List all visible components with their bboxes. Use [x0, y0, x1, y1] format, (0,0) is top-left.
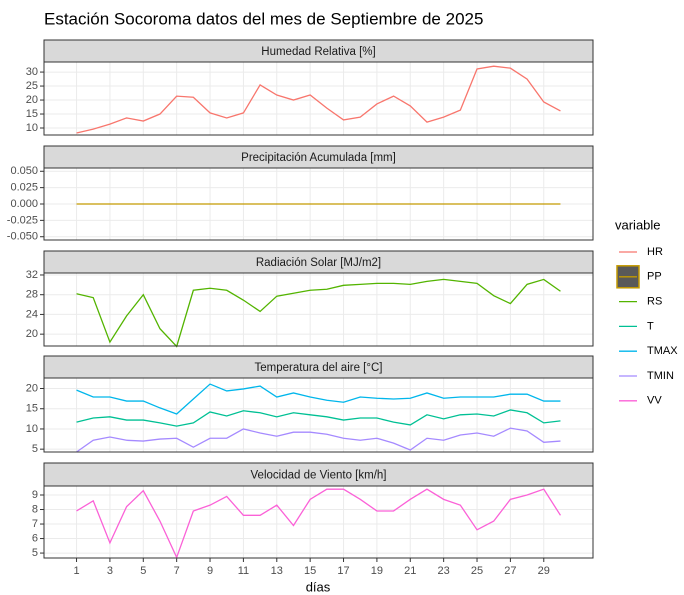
- y-tick-label: 20: [26, 328, 38, 340]
- x-tick-label: 23: [438, 565, 450, 577]
- y-tick-label: 25: [26, 80, 38, 92]
- panel-border: [43, 272, 594, 347]
- x-tick-label: 13: [271, 565, 283, 577]
- y-tick-label: 7: [32, 518, 38, 530]
- x-axis-label: días: [306, 579, 331, 594]
- x-tick-label: 7: [174, 565, 180, 577]
- panel-background: [44, 62, 593, 135]
- y-tick-label: 0.050: [10, 165, 38, 177]
- legend-label: RS: [647, 296, 662, 308]
- strip-label: Radiación Solar [MJ/m2]: [256, 257, 381, 269]
- panel-border: [43, 167, 594, 241]
- y-tick-label: 0.000: [10, 198, 38, 210]
- panel-background: [44, 378, 593, 452]
- y-tick-label: 5: [32, 547, 38, 559]
- line: [76, 488, 562, 560]
- y-tick-label: 5: [32, 443, 38, 455]
- x-tick-label: 9: [207, 565, 213, 577]
- line: [76, 65, 561, 134]
- y-tick-label: 8: [32, 503, 38, 515]
- x-tick-label: 19: [371, 565, 383, 577]
- y-tick-label: 20: [26, 382, 38, 394]
- y-tick-label: 20: [26, 94, 38, 106]
- y-tick-label: 15: [26, 108, 38, 120]
- legend-title: variable: [615, 217, 661, 232]
- x-tick-label: 1: [73, 565, 79, 577]
- y-tick-label: 0.025: [10, 182, 38, 194]
- legend-label: HR: [647, 246, 663, 258]
- legend-label: T: [647, 320, 654, 332]
- strip-label: Humedad Relativa [%]: [261, 46, 375, 58]
- y-tick-label: 28: [26, 289, 38, 301]
- strip-label: Precipitación Acumulada [mm]: [241, 152, 396, 164]
- strip-label: Temperatura del aire [°C]: [255, 362, 383, 374]
- panel-border: [43, 377, 594, 453]
- line: [76, 383, 561, 415]
- panel-border: [43, 485, 594, 559]
- x-tick-label: 27: [504, 565, 516, 577]
- y-tick-label: 6: [32, 532, 38, 544]
- x-tick-label: 11: [238, 565, 249, 577]
- x-tick-label: 3: [107, 565, 113, 577]
- x-tick-label: 21: [404, 565, 416, 577]
- y-tick-label: 15: [26, 403, 38, 415]
- line: [76, 278, 561, 348]
- y-tick-label: 9: [32, 489, 38, 501]
- panel-border: [43, 61, 594, 136]
- x-tick-label: 29: [538, 565, 550, 577]
- legend-label: TMIN: [647, 370, 674, 382]
- y-tick-label: 24: [26, 308, 38, 320]
- y-tick-label: 30: [26, 66, 38, 78]
- y-tick-label: -0.050: [7, 231, 38, 243]
- legend-label: VV: [647, 395, 662, 407]
- x-tick-label: 25: [471, 565, 483, 577]
- y-tick-label: 10: [26, 423, 38, 435]
- x-tick-label: 5: [140, 565, 146, 577]
- y-tick-label: 32: [26, 269, 38, 281]
- y-tick-label: -0.025: [7, 214, 38, 226]
- line: [76, 427, 561, 453]
- strip-label: Velocidad de Viento [km/h]: [251, 470, 387, 482]
- x-tick-label: 15: [304, 565, 316, 577]
- y-tick-label: 10: [26, 122, 38, 134]
- legend-label: TMAX: [647, 345, 678, 357]
- line: [76, 409, 561, 427]
- chart-title: Estación Socoroma datos del mes de Septi…: [44, 9, 483, 28]
- legend-label: PP: [647, 271, 662, 283]
- x-tick-label: 17: [337, 565, 349, 577]
